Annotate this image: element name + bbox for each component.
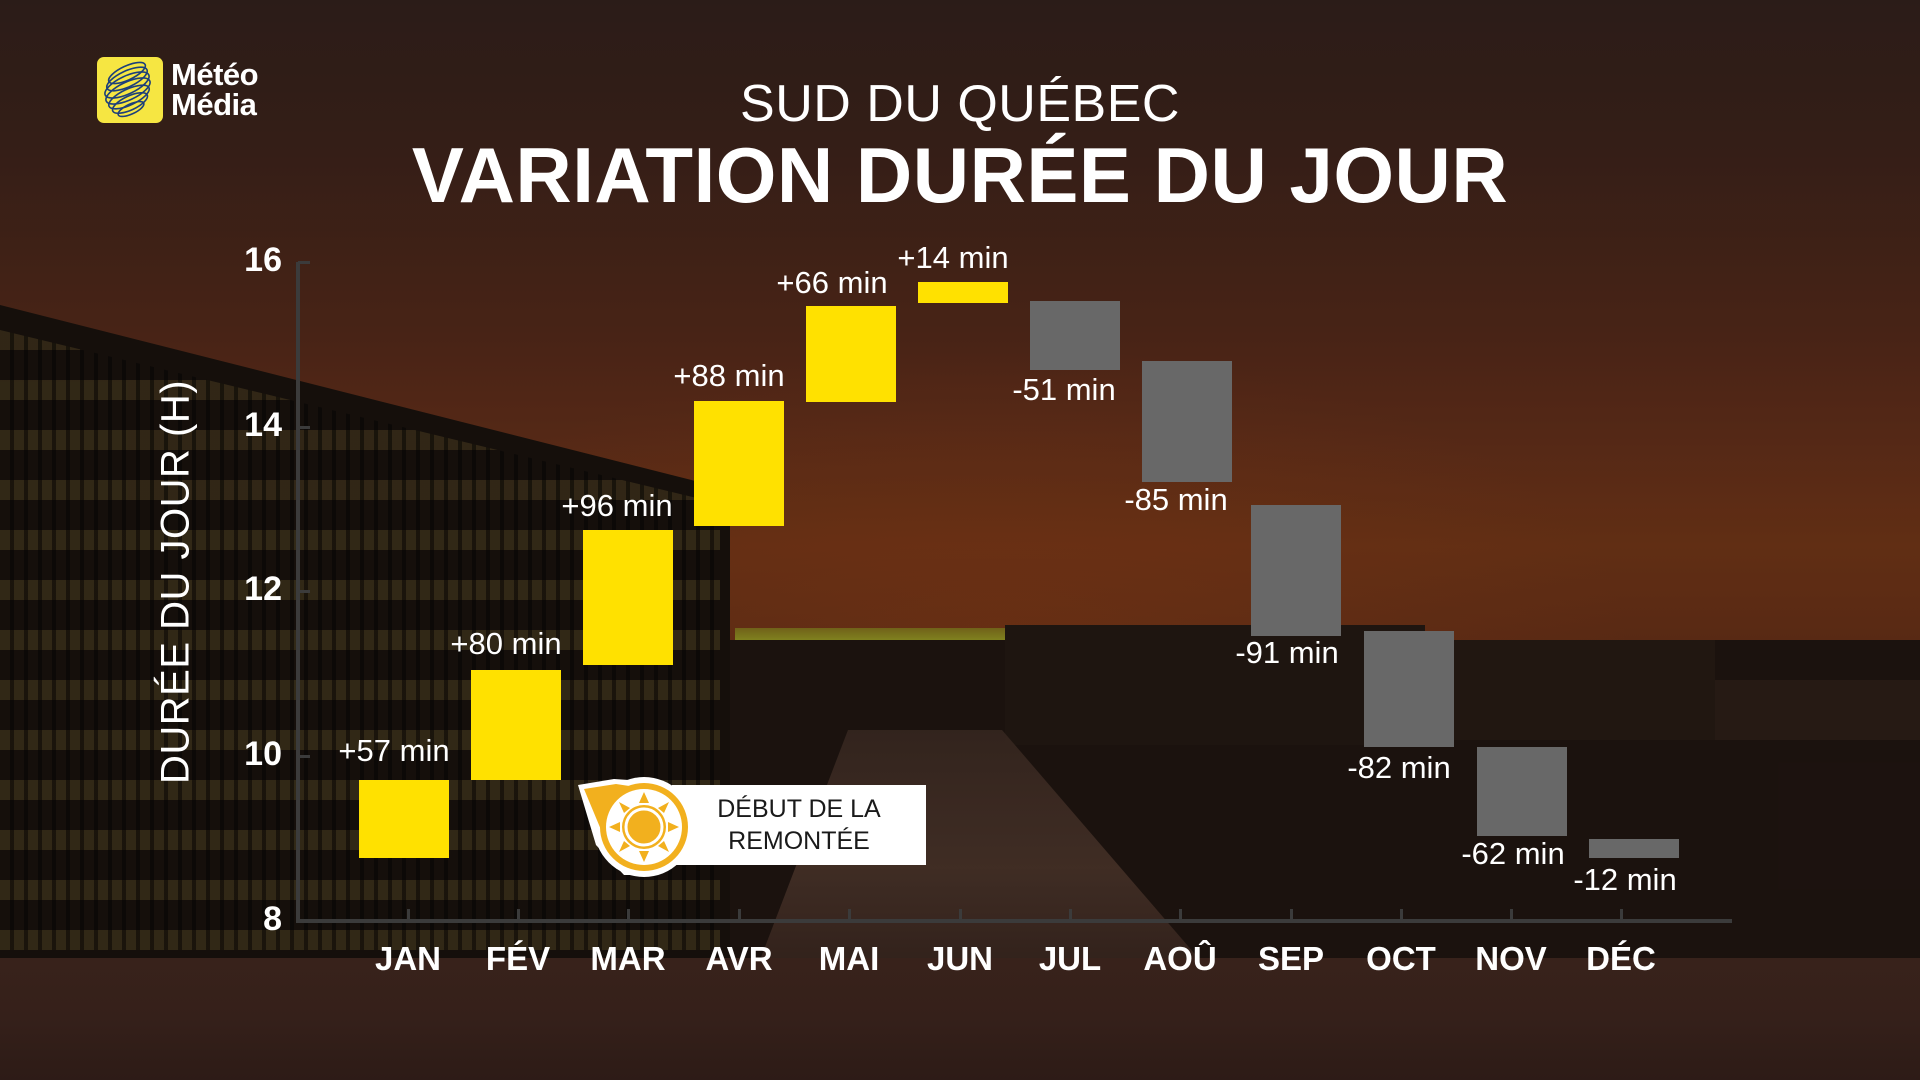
x-label-avr: AVR bbox=[705, 940, 773, 977]
x-label-aou: AOÛ bbox=[1143, 940, 1217, 977]
x-tick bbox=[407, 909, 410, 923]
building-right bbox=[1005, 625, 1425, 745]
bar-avr bbox=[694, 401, 784, 526]
x-tick bbox=[738, 909, 741, 923]
x-label-mar: MAR bbox=[590, 940, 666, 977]
bar-oct bbox=[1364, 631, 1454, 747]
x-label-jan: JAN bbox=[374, 940, 442, 977]
y-tick bbox=[298, 426, 310, 429]
x-tick bbox=[848, 909, 851, 923]
bar-label-aou: -85 min bbox=[1124, 482, 1228, 517]
logo-line1: Météo bbox=[171, 57, 259, 92]
x-label-nov: NOV bbox=[1475, 940, 1547, 977]
x-axis bbox=[296, 919, 1732, 923]
skyline-far bbox=[1715, 680, 1920, 740]
bar-label-mai: +66 min bbox=[776, 265, 888, 300]
bar-jun bbox=[918, 282, 1008, 303]
bar-nov bbox=[1477, 747, 1567, 836]
bar-aou bbox=[1142, 361, 1232, 482]
bar-label-oct: -82 min bbox=[1347, 750, 1451, 785]
x-label-oct: OCT bbox=[1366, 940, 1436, 977]
bar-mar bbox=[583, 530, 673, 665]
y-tick-label: 16 bbox=[244, 241, 282, 279]
x-label-sep: SEP bbox=[1257, 940, 1325, 977]
y-axis-title: DURÉE DU JOUR (H) bbox=[153, 379, 198, 785]
bar-fev bbox=[471, 670, 561, 780]
bar-label-jan: +57 min bbox=[338, 733, 450, 768]
bar-label-avr: +88 min bbox=[673, 358, 785, 393]
x-tick bbox=[1179, 909, 1182, 923]
y-tick-label: 10 bbox=[244, 735, 282, 773]
building-far-right bbox=[1425, 640, 1715, 740]
y-tick-label: 8 bbox=[263, 900, 282, 938]
bar-label-jun: +14 min bbox=[897, 240, 1009, 275]
y-tick-label: 14 bbox=[244, 406, 282, 444]
x-tick bbox=[517, 909, 520, 923]
x-label-dec: DÉC bbox=[1586, 940, 1656, 977]
x-label-jun: JUN bbox=[926, 940, 994, 977]
y-tick bbox=[298, 590, 310, 593]
bar-label-jul: -51 min bbox=[1012, 372, 1116, 407]
ground-band bbox=[0, 958, 1920, 1080]
annotation-line1: DÉBUT DE LA bbox=[717, 795, 881, 823]
bar-label-dec: -12 min bbox=[1573, 862, 1677, 897]
annotation-line2: REMONTÉE bbox=[728, 827, 870, 855]
x-tick bbox=[1620, 909, 1623, 923]
bar-sep bbox=[1251, 505, 1341, 636]
x-tick bbox=[1510, 909, 1513, 923]
annotation-badge: DÉBUT DE LA REMONTÉE bbox=[672, 785, 926, 865]
y-tick bbox=[298, 261, 310, 264]
bar-jan bbox=[359, 780, 449, 858]
y-tick bbox=[298, 755, 310, 758]
chart-subtitle: SUD DU QUÉBEC bbox=[740, 75, 1180, 133]
x-label-jul: JUL bbox=[1038, 940, 1102, 977]
bar-dec bbox=[1589, 839, 1679, 858]
bar-jul bbox=[1030, 301, 1120, 370]
x-label-fev: FÉV bbox=[485, 940, 551, 977]
x-tick bbox=[1290, 909, 1293, 923]
bar-mai bbox=[806, 306, 896, 402]
logo-line2: Média bbox=[171, 87, 257, 122]
meteomedia-logo: Météo Média bbox=[97, 57, 259, 123]
chart-title: VARIATION DURÉE DU JOUR bbox=[411, 131, 1509, 219]
bar-label-fev: +80 min bbox=[450, 626, 562, 661]
sun-icon bbox=[574, 775, 698, 879]
x-tick bbox=[627, 909, 630, 923]
y-tick-label: 12 bbox=[244, 570, 282, 608]
bar-label-nov: -62 min bbox=[1461, 836, 1565, 871]
x-tick bbox=[1069, 909, 1072, 923]
x-label-mai: MAI bbox=[818, 940, 880, 977]
bar-label-mar: +96 min bbox=[561, 488, 673, 523]
globe-icon bbox=[97, 57, 163, 123]
x-tick bbox=[1400, 909, 1403, 923]
x-tick bbox=[959, 909, 962, 923]
bar-label-sep: -91 min bbox=[1235, 635, 1339, 670]
